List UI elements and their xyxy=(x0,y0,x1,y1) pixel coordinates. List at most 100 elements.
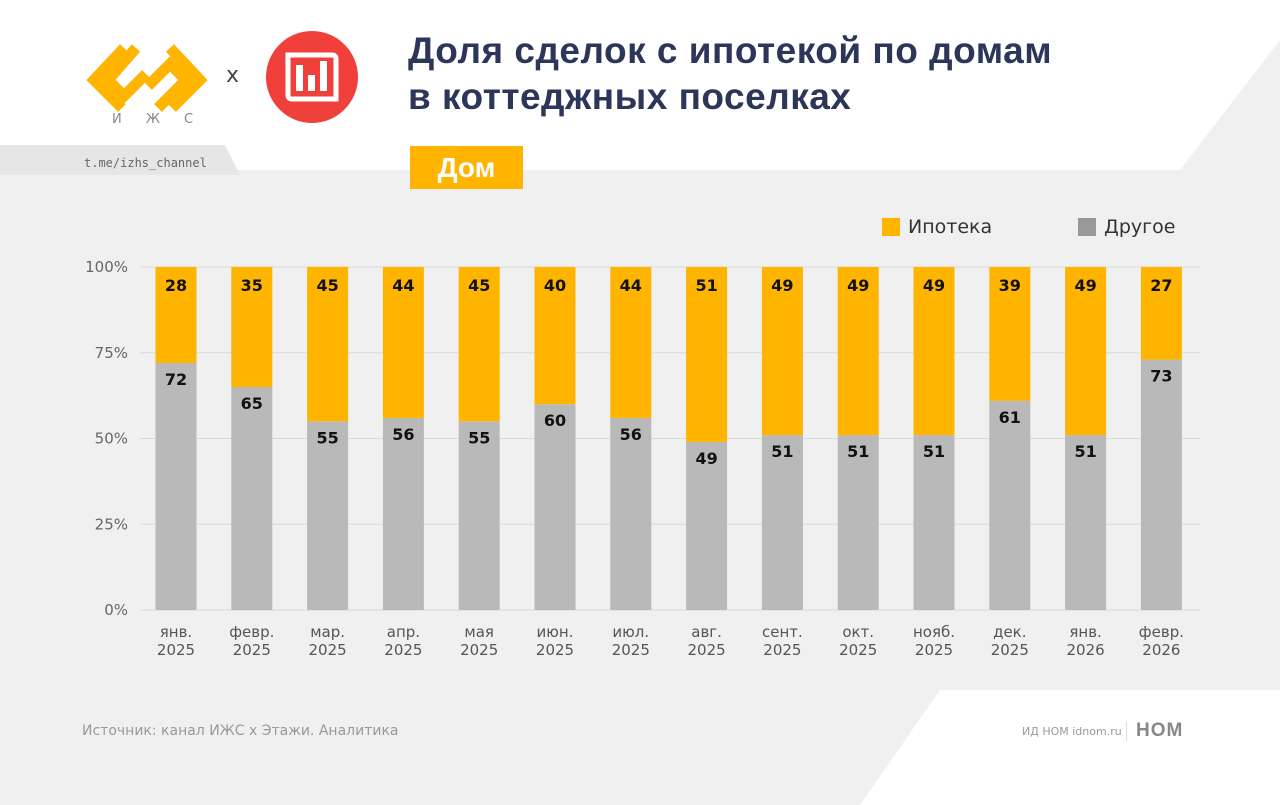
x-tick-label-month: авг. xyxy=(691,623,722,641)
publisher-logo: НОМ xyxy=(1136,720,1184,741)
data-label-mortgage: 45 xyxy=(316,276,338,295)
bar-mortgage xyxy=(686,267,728,442)
channel-link[interactable]: t.me/izhs_channel xyxy=(84,156,207,170)
x-tick-label-month: нояб. xyxy=(913,623,955,641)
x-tick-label-year: 2025 xyxy=(233,641,271,659)
logo-separator: x xyxy=(226,63,240,88)
bar-mortgage xyxy=(1065,267,1107,436)
x-tick-label-month: февр. xyxy=(1139,623,1184,641)
izhs-logo-label: И Ж С xyxy=(112,112,204,127)
category-badge: Дом xyxy=(410,146,523,189)
x-tick-label-year: 2026 xyxy=(1142,641,1180,659)
bar-other xyxy=(989,400,1031,610)
bar-mortgage xyxy=(610,267,652,418)
bar-other xyxy=(837,435,879,610)
x-tick-label-month: янв. xyxy=(1069,623,1101,641)
bar-other xyxy=(231,387,273,610)
data-label-other: 56 xyxy=(392,425,414,444)
izhs-logo-icon xyxy=(86,44,208,112)
bar-mortgage xyxy=(1140,267,1182,360)
bar-mortgage xyxy=(458,267,500,422)
x-tick-label-month: янв. xyxy=(160,623,192,641)
x-tick-label-month: дек. xyxy=(993,623,1026,641)
data-label-other: 56 xyxy=(620,425,642,444)
y-tick-label: 25% xyxy=(95,515,128,533)
page-title: Доля сделок с ипотекой по домам в коттед… xyxy=(408,28,1052,120)
x-tick-label-month: июн. xyxy=(537,623,574,641)
data-label-mortgage: 45 xyxy=(468,276,490,295)
data-label-other: 49 xyxy=(695,449,717,468)
legend-swatch-other xyxy=(1078,218,1096,236)
legend-label-mortgage: Ипотека xyxy=(908,216,993,238)
bar-mortgage xyxy=(761,267,803,436)
data-label-other: 51 xyxy=(1074,442,1096,461)
publisher-text[interactable]: ИД НОМ idnom.ru xyxy=(1022,725,1122,738)
data-label-mortgage: 51 xyxy=(695,276,717,295)
bar-mortgage xyxy=(913,267,955,436)
data-label-other: 73 xyxy=(1150,367,1172,386)
x-tick-label-month: мар. xyxy=(310,623,345,641)
channel-tab xyxy=(0,145,240,175)
title-line-2: в коттеджных поселках xyxy=(408,76,852,117)
bar-other xyxy=(458,421,500,610)
footer-background xyxy=(860,690,1280,805)
bar-other xyxy=(382,417,424,610)
bar-other xyxy=(761,435,803,610)
bar-mortgage xyxy=(155,267,197,364)
bar-mortgage xyxy=(231,267,273,388)
bar-other xyxy=(155,363,197,610)
x-tick-label-year: 2025 xyxy=(991,641,1029,659)
data-label-other: 55 xyxy=(468,428,490,447)
data-label-other: 61 xyxy=(999,408,1021,427)
legend-swatch-mortgage xyxy=(882,218,900,236)
etazhi-analytics-logo-icon xyxy=(266,31,358,123)
publisher-divider xyxy=(1126,721,1127,741)
data-label-other: 51 xyxy=(771,442,793,461)
data-label-other: 55 xyxy=(316,428,338,447)
x-tick-label-year: 2025 xyxy=(763,641,801,659)
bar-mortgage xyxy=(382,267,424,418)
bar-other xyxy=(307,421,349,610)
bar-other xyxy=(534,404,576,610)
data-label-other: 72 xyxy=(165,370,187,389)
x-tick-label-year: 2025 xyxy=(157,641,195,659)
data-label-mortgage: 28 xyxy=(165,276,187,295)
bar-mortgage xyxy=(837,267,879,436)
x-tick-label-year: 2025 xyxy=(839,641,877,659)
y-tick-label: 50% xyxy=(95,430,128,448)
y-tick-label: 100% xyxy=(85,258,128,276)
bar-mortgage xyxy=(307,267,349,422)
legend-item-mortgage: Ипотека xyxy=(882,215,992,239)
header-background xyxy=(0,0,1280,170)
data-label-other: 65 xyxy=(241,394,263,413)
x-tick-label-month: июл. xyxy=(612,623,649,641)
bar-mortgage xyxy=(989,267,1031,401)
bar-other xyxy=(1140,359,1182,610)
data-label-mortgage: 27 xyxy=(1150,276,1172,295)
bar-mortgage xyxy=(534,267,576,405)
y-tick-label: 0% xyxy=(104,601,128,619)
bar-other xyxy=(1065,435,1107,610)
data-label-mortgage: 39 xyxy=(999,276,1021,295)
legend-label-other: Другое xyxy=(1104,216,1176,238)
x-tick-label-year: 2025 xyxy=(460,641,498,659)
x-tick-label-year: 2025 xyxy=(536,641,574,659)
x-tick-label-year: 2025 xyxy=(688,641,726,659)
bar-other xyxy=(913,435,955,610)
x-tick-label-month: сент. xyxy=(762,623,803,641)
x-tick-label-year: 2025 xyxy=(612,641,650,659)
data-label-other: 51 xyxy=(847,442,869,461)
data-label-other: 51 xyxy=(923,442,945,461)
x-tick-label-month: февр. xyxy=(229,623,274,641)
data-label-mortgage: 49 xyxy=(1074,276,1096,295)
x-tick-label-month: апр. xyxy=(387,623,420,641)
x-tick-label-year: 2025 xyxy=(915,641,953,659)
data-label-other: 60 xyxy=(544,411,566,430)
data-label-mortgage: 49 xyxy=(923,276,945,295)
data-label-mortgage: 49 xyxy=(771,276,793,295)
x-tick-label-year: 2026 xyxy=(1067,641,1105,659)
x-tick-label-year: 2025 xyxy=(309,641,347,659)
title-line-1: Доля сделок с ипотекой по домам xyxy=(408,30,1053,71)
data-label-mortgage: 44 xyxy=(392,276,414,295)
